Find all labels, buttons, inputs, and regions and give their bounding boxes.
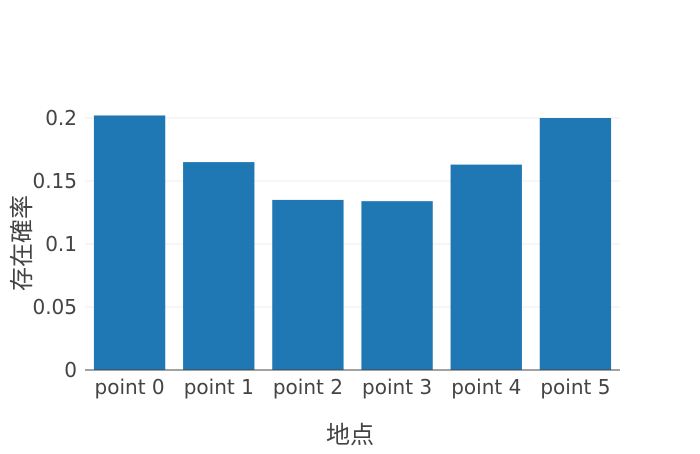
bar-3[interactable] [361,201,433,370]
x-tick-label: point 1 [184,375,254,399]
bar-0[interactable] [93,115,166,370]
x-tick-label: point 3 [362,375,432,399]
x-tick-label: point 0 [95,375,165,399]
y-tick-label: 0.15 [32,169,77,193]
y-tick-label: 0.05 [32,295,77,319]
y-tick-label: 0 [64,358,77,382]
bar-2[interactable] [272,199,344,370]
bar-1[interactable] [183,162,255,370]
x-tick-labels: point 0 point 1 point 2 point 3 point 4 point… [95,375,611,399]
grid-lines [85,117,620,308]
x-axis-title: 地点 [326,421,374,449]
bar-5[interactable] [539,118,612,370]
y-tick-labels: 0 0.05 0.1 0.15 0.2 [32,106,77,382]
y-tick-label: 0.1 [45,232,77,256]
y-tick-label: 0.2 [45,106,77,130]
bars [93,115,612,370]
x-tick-label: point 2 [273,375,343,399]
bar-4[interactable] [450,164,522,370]
y-axis-title: 存在確率 [8,195,36,291]
x-tick-label: point 5 [540,375,610,399]
x-tick-label: point 4 [451,375,521,399]
